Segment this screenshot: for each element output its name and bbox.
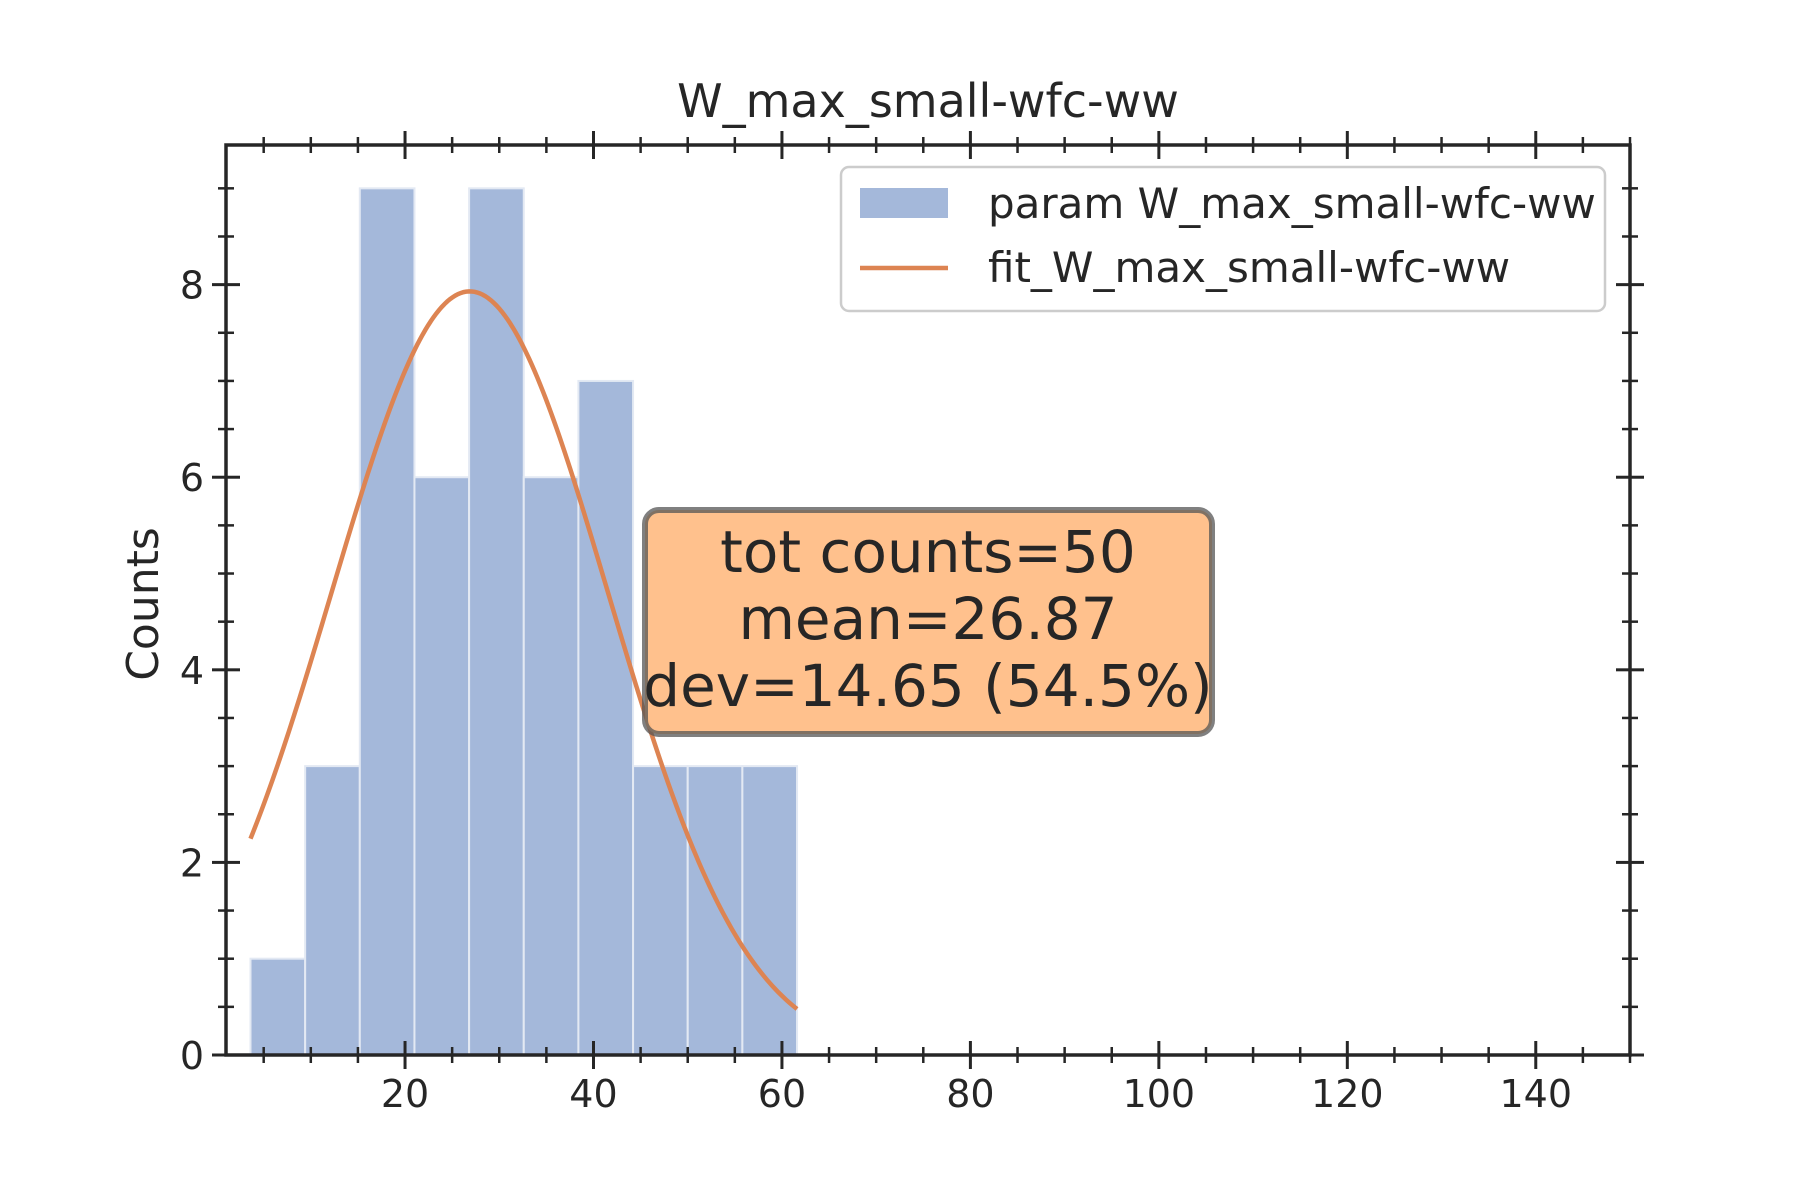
stats-mean: mean=26.87 (738, 585, 1117, 653)
legend-box (839, 165, 1607, 313)
chart-title: W_max_small-wfc-ww (677, 74, 1179, 128)
x-tick-label: 120 (1311, 1072, 1384, 1116)
stats-total-counts: tot counts=50 (720, 518, 1136, 586)
stats-annotation: tot counts=50 mean=26.87 dev=14.65 (54.5… (642, 507, 1215, 737)
histogram-bar (741, 765, 799, 1056)
y-tick-label: 0 (180, 1034, 204, 1078)
histogram-bar (413, 476, 471, 1056)
x-tick-label: 140 (1500, 1072, 1573, 1116)
fit-curve (248, 289, 799, 1011)
legend: param W_max_small-wfc-ww fit_W_max_small… (839, 165, 1607, 313)
histogram-bar (358, 187, 416, 1057)
x-tick-label: 80 (946, 1072, 994, 1116)
histogram-bars (249, 187, 799, 1057)
y-tick-labels: 0 2 4 6 8 (180, 264, 204, 1078)
y-tick-label: 8 (180, 264, 204, 308)
legend-histogram-label: param W_max_small-wfc-ww (988, 179, 1596, 228)
stats-box (642, 507, 1215, 737)
histogram-bar (249, 957, 307, 1056)
legend-fit-label: fit_W_max_small-wfc-ww (988, 243, 1510, 292)
x-tick-label: 40 (569, 1072, 617, 1116)
x-tick-label: 20 (381, 1072, 429, 1116)
x-tick-label: 60 (758, 1072, 806, 1116)
histogram-bar (522, 476, 580, 1056)
x-tick-label: 100 (1123, 1072, 1196, 1116)
y-tick-label: 4 (180, 649, 204, 693)
legend-histogram-swatch (860, 188, 948, 218)
plot-frame (224, 143, 1632, 1057)
stats-deviation: dev=14.65 (54.5%) (643, 652, 1212, 720)
histogram-bar (304, 765, 361, 1056)
histogram-bar (686, 765, 744, 1056)
histogram-bar (577, 379, 635, 1057)
histogram-bar (468, 187, 525, 1057)
y-axis-label: Counts (118, 527, 169, 681)
y-tick-label: 6 (180, 456, 204, 500)
y-tick-label: 2 (180, 841, 204, 885)
x-tick-labels: 20 40 60 80 100 120 140 (381, 1072, 1572, 1116)
